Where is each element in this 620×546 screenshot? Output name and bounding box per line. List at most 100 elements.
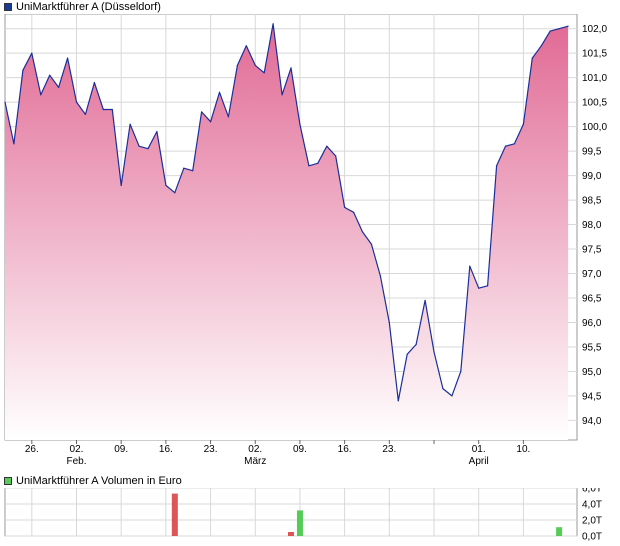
price-legend-label: UniMarktführer A (Düsseldorf) xyxy=(16,1,161,13)
price-x-tick-label: 02. xyxy=(70,444,84,455)
price-data-point xyxy=(290,67,292,69)
price-data-point xyxy=(13,143,15,145)
price-data-point xyxy=(93,81,95,84)
price-data-point xyxy=(201,111,203,113)
volume-y-tick-label: 4,0T xyxy=(582,500,602,511)
price-data-point xyxy=(388,321,390,324)
price-data-point xyxy=(58,86,60,89)
price-y-tick-label: 97,0 xyxy=(582,269,602,280)
price-data-point xyxy=(209,121,212,123)
price-y-tick-label: 100,0 xyxy=(582,122,607,133)
volume-y-tick-label: 6,0T xyxy=(582,488,602,495)
price-data-point xyxy=(227,116,230,118)
price-y-tick-label: 96,0 xyxy=(582,318,602,329)
price-data-point xyxy=(567,25,569,27)
price-x-tick-label: 10. xyxy=(516,444,530,455)
price-data-point xyxy=(75,101,78,103)
volume-y-tick-label: 2,0T xyxy=(582,516,602,527)
price-data-point xyxy=(156,130,158,133)
price-data-point xyxy=(361,231,364,233)
price-data-point xyxy=(49,74,51,76)
price-data-point xyxy=(335,155,337,157)
price-data-point xyxy=(174,192,176,194)
price-chart: 94,0 94,5 95,0 95,5 96,0 96,5 97,0 97,5 98,0 98,5… xyxy=(4,14,607,467)
price-y-tick-label: 98,0 xyxy=(582,220,602,231)
price-data-point xyxy=(84,113,87,115)
price-y-tick-label: 100,5 xyxy=(582,98,607,109)
price-data-point xyxy=(531,57,533,59)
price-legend: UniMarktführer A (Düsseldorf) xyxy=(4,1,161,13)
price-y-tick-label: 94,0 xyxy=(582,416,602,427)
price-x-month-label: Feb. xyxy=(66,456,86,467)
price-data-point xyxy=(522,123,524,125)
price-legend-swatch xyxy=(4,3,12,11)
price-x-month-label: April xyxy=(469,456,489,467)
price-data-point xyxy=(245,45,247,47)
price-data-point xyxy=(379,275,381,277)
price-data-point xyxy=(129,123,131,125)
price-y-tick-label: 102,0 xyxy=(582,24,607,35)
price-y-tick-label: 95,5 xyxy=(582,342,602,353)
price-x-tick-label: 26. xyxy=(25,444,39,455)
price-data-point xyxy=(424,299,426,302)
volume-legend: UniMarktführer A Volumen in Euro xyxy=(4,475,182,487)
price-data-point xyxy=(549,30,551,32)
price-data-point xyxy=(478,287,480,289)
price-x-tick-label: 16. xyxy=(338,444,352,455)
price-data-point xyxy=(192,170,194,172)
price-data-point xyxy=(406,353,408,355)
price-data-point xyxy=(433,351,435,353)
price-data-point xyxy=(415,343,417,346)
price-y-tick-label: 101,5 xyxy=(582,49,607,60)
price-data-point xyxy=(344,206,346,209)
price-data-point xyxy=(326,145,328,147)
price-data-point xyxy=(299,123,301,125)
price-x-tick-label: 23. xyxy=(382,444,396,455)
price-data-point xyxy=(22,69,24,71)
price-data-point xyxy=(138,145,140,147)
price-data-point xyxy=(442,387,444,390)
price-data-point xyxy=(317,162,319,164)
price-data-point xyxy=(558,28,560,30)
price-data-point xyxy=(495,165,498,167)
price-data-point xyxy=(4,101,6,103)
price-data-point xyxy=(451,395,453,397)
price-data-point xyxy=(147,148,149,150)
price-data-point xyxy=(487,285,489,287)
price-data-point xyxy=(272,23,274,25)
price-data-point xyxy=(31,52,33,54)
price-data-point xyxy=(460,370,462,373)
price-y-tick-label: 94,5 xyxy=(582,391,602,402)
volume-y-tick-label: 0,0T xyxy=(582,532,602,543)
price-data-point xyxy=(111,108,113,111)
price-x-tick-label: 09. xyxy=(114,444,128,455)
price-data-point xyxy=(352,211,355,213)
price-data-point xyxy=(236,64,238,67)
price-series-line xyxy=(4,23,569,402)
price-data-point xyxy=(102,108,104,111)
price-data-point xyxy=(281,94,283,96)
price-data-point xyxy=(469,265,471,267)
price-y-tick-label: 99,0 xyxy=(582,171,602,182)
price-x-tick-label: 02. xyxy=(248,444,262,455)
price-x-tick-label: 16. xyxy=(159,444,173,455)
volume-plot-frame xyxy=(4,488,578,537)
price-y-tick-label: 95,0 xyxy=(582,367,602,378)
volume-legend-swatch xyxy=(4,477,12,485)
volume-bar xyxy=(296,510,303,536)
price-data-point xyxy=(254,64,256,67)
price-data-point xyxy=(66,57,69,59)
price-y-tick-label: 96,5 xyxy=(582,294,602,305)
price-data-point xyxy=(504,145,507,147)
price-data-point xyxy=(218,91,221,93)
price-y-tick-label: 97,5 xyxy=(582,245,602,256)
volume-legend-label: UniMarktführer A Volumen in Euro xyxy=(16,475,182,487)
price-y-tick-label: 98,5 xyxy=(582,196,602,207)
price-x-tick-label: 09. xyxy=(293,444,307,455)
price-y-tick-label: 101,0 xyxy=(582,73,607,84)
volume-chart: 0,0T 2,0T 4,0T 6,0T xyxy=(4,488,602,543)
price-x-tick-label: 23. xyxy=(204,444,218,455)
price-data-point xyxy=(40,94,42,96)
price-data-point xyxy=(120,184,122,186)
price-data-point xyxy=(308,165,310,167)
